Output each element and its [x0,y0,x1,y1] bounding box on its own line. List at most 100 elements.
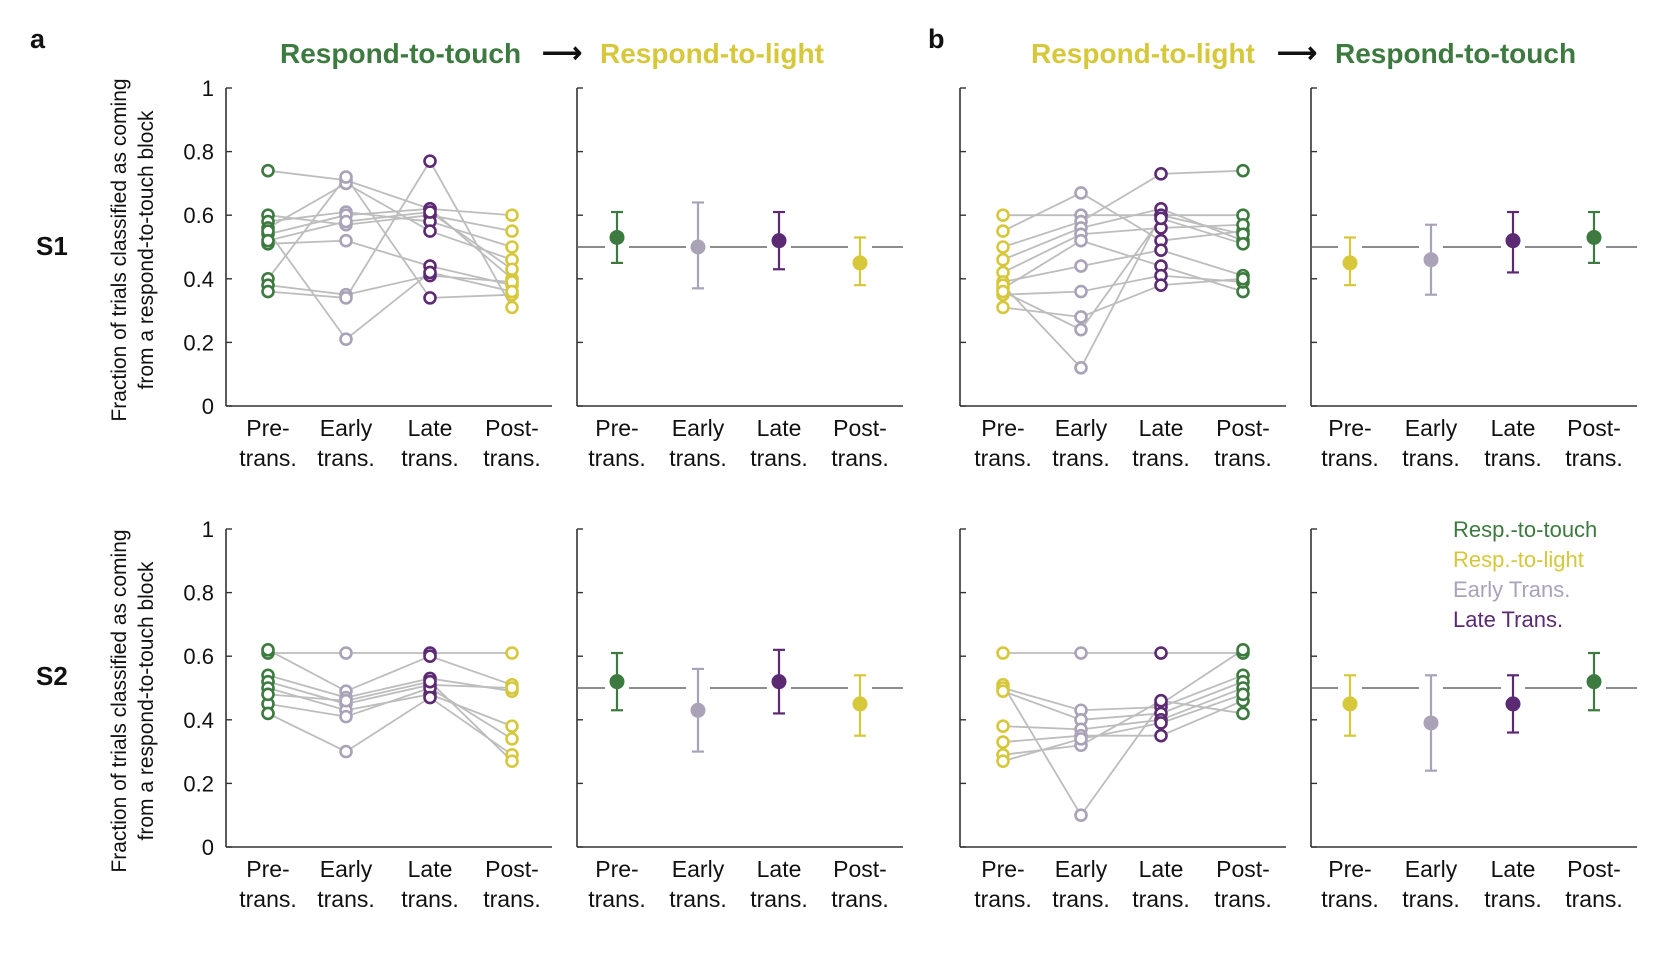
mean-point [1586,674,1602,690]
x-tick-label: Pre- [981,415,1024,441]
x-tick-label: Late [408,856,453,882]
data-point [1236,687,1250,702]
panel-a-s1-individual: 0 0.2 0.4 0.6 0.8 1 Pre-trans. Early trans. Late t… [183,76,552,471]
mean-point [609,674,625,690]
ylabel-s2: Fraction of trials classified as coming … [108,529,158,872]
mean-point [771,674,787,690]
header-a-arrow: ⟶ [542,37,582,68]
data-point [1074,186,1088,200]
x-tick-label: trans. [831,445,889,471]
x-tick-label: Early [1055,415,1108,441]
y-tick-label: 0.6 [183,203,214,228]
mean-point [771,233,787,249]
data-point [996,735,1010,749]
y-tick-label: 0.4 [183,267,214,292]
x-tick-label: trans. [588,445,646,471]
x-tick-label: trans. [239,886,297,912]
x-tick-label: trans. [1402,445,1460,471]
connector-line [267,214,513,232]
x-tick-label: Post- [1216,415,1270,441]
mean-point [1505,233,1521,249]
data-point [1074,233,1088,248]
data-point [505,224,519,238]
x-tick-label: trans. [1214,445,1272,471]
data-point [1236,643,1250,657]
x-tick-label: trans. [1132,886,1190,912]
data-point [261,163,275,178]
x-tick-label: Pre- [246,415,289,441]
mean-point [852,696,868,712]
mean-point [1423,715,1439,731]
x-tick-label: trans. [1484,445,1542,471]
x-tick-label: trans. [1565,445,1623,471]
data-point [505,681,519,695]
x-tick-label: Post- [1216,856,1270,882]
x-tick-label: Post- [833,415,887,441]
data-point [339,233,353,248]
x-tick-label: Early [672,856,725,882]
x-tick-label: trans. [1565,886,1623,912]
x-tick-label: trans. [750,445,808,471]
x-tick-label: trans. [750,886,808,912]
x-tick-label: trans. [1321,445,1379,471]
x-tick-label: Late [1139,856,1184,882]
x-tick-label: Pre- [981,856,1024,882]
data-point [505,754,519,768]
x-tick-label: trans. [1321,886,1379,912]
legend-entry: Early Trans. [1453,577,1570,602]
data-point [996,284,1010,299]
data-point [505,719,519,733]
data-point [261,687,275,702]
data-point [505,646,519,660]
data-point [1154,646,1168,660]
connector-line [267,169,513,217]
x-tick-label: trans. [401,445,459,471]
x-tick-label: trans. [1484,886,1542,912]
data-point [423,291,437,305]
panel-letter-b: b [928,24,945,54]
data-point [996,684,1010,698]
legend-entry: Resp.-to-light [1453,547,1584,572]
data-point [1074,732,1088,746]
legend-entry: Resp.-to-touch [1453,517,1597,542]
x-tick-label: Post- [485,415,539,441]
data-point [1074,259,1088,273]
data-point [339,709,353,724]
y-tick-label: 0 [202,835,214,860]
x-tick-label: Early [672,415,725,441]
mean-point [1505,696,1521,712]
x-tick-label: Early [1055,856,1108,882]
x-tick-label: Pre- [595,415,638,441]
x-tick-label: trans. [483,886,541,912]
y-tick-label: 1 [202,76,214,101]
connector-line [267,649,513,693]
connector-line [1002,649,1244,817]
x-tick-label: Late [408,415,453,441]
connector-line [267,674,513,699]
x-tick-label: trans. [401,886,459,912]
connector-line [267,239,513,287]
connector-line [267,687,513,740]
connector-line [1002,674,1244,712]
ylabel-line2: from a respond-to-touch block [135,110,158,389]
x-tick-label: Early [1405,856,1458,882]
legend-entry: Late Trans. [1453,607,1563,632]
legend: Resp.-to-touch Resp.-to-light Early Trans.… [1453,517,1597,632]
data-point [423,205,437,219]
header-a-to: Respond-to-light [600,38,824,69]
x-tick-label: Early [320,856,373,882]
data-point [1074,322,1088,337]
mean-point [1586,229,1602,245]
x-tick-label: Late [1491,856,1536,882]
data-point [996,240,1010,254]
connector-line [1002,277,1244,318]
connector-line [267,696,513,756]
connector-line [1002,217,1244,331]
x-tick-label: Post- [485,856,539,882]
x-tick-label: trans. [669,886,727,912]
connector-line [267,680,513,705]
data-point [339,170,353,184]
connector-line [1002,687,1244,731]
connector-line [267,207,513,280]
x-tick-label: trans. [317,445,375,471]
